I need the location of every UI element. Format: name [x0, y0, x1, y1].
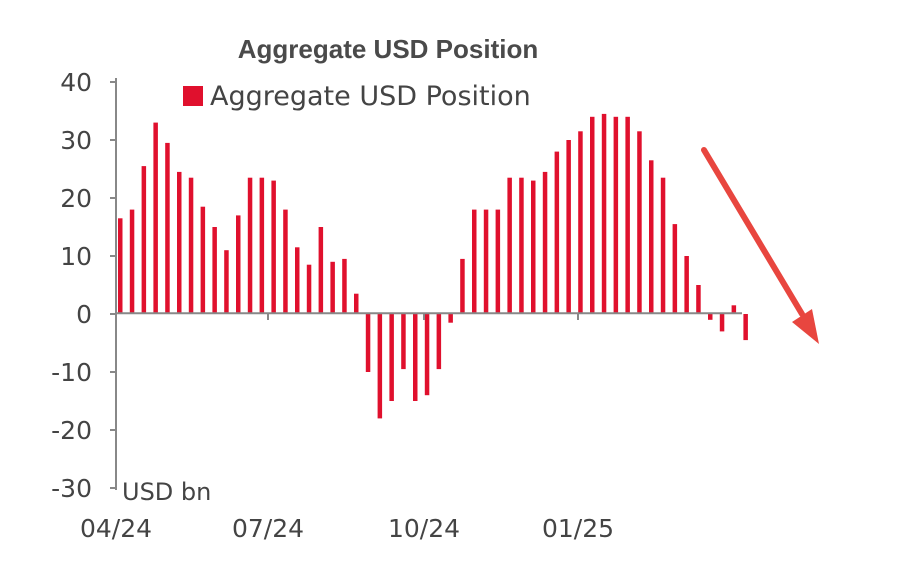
- y-tick-label: -20: [51, 416, 92, 445]
- bar-53: [743, 314, 748, 341]
- bar-26: [424, 314, 430, 396]
- legend-label: Aggregate USD Position: [210, 81, 531, 112]
- bar-44: [637, 131, 642, 314]
- bar-12: [259, 177, 265, 314]
- bar-8: [212, 227, 217, 314]
- bar-14: [283, 209, 288, 314]
- bar-27: [436, 314, 442, 370]
- bar-10: [236, 215, 241, 314]
- bar-33: [507, 177, 512, 314]
- bar-9: [224, 250, 229, 314]
- bar-43: [625, 116, 630, 314]
- bar-7: [200, 206, 206, 314]
- bar-4: [165, 142, 170, 314]
- y-tick-labels: 40 30 20 10 0 -10 -20 -30: [51, 68, 116, 503]
- bar-38: [566, 140, 571, 314]
- x-tick-label: 07/24: [232, 514, 304, 543]
- bar-23: [389, 314, 394, 401]
- bar-48: [684, 256, 689, 314]
- y-tick-label: -10: [51, 358, 92, 387]
- bar-0: [118, 218, 123, 314]
- bar-31: [483, 209, 489, 314]
- bar-16: [306, 264, 312, 314]
- bar-20: [354, 293, 359, 314]
- bar-41: [601, 113, 607, 315]
- bar-21: [365, 314, 371, 372]
- bar-36: [542, 171, 548, 314]
- x-tick-label: 01/25: [542, 514, 614, 543]
- bar-11: [247, 177, 253, 314]
- bar-18: [330, 261, 335, 314]
- bar-35: [531, 180, 536, 314]
- bar-22: [377, 314, 383, 419]
- bar-49: [696, 285, 701, 314]
- y-tick-label: 30: [60, 126, 92, 155]
- bar-46: [660, 177, 666, 314]
- bar-30: [472, 209, 477, 314]
- y-tick-label: 0: [76, 300, 92, 329]
- bar-17: [318, 227, 324, 314]
- bar-34: [519, 177, 524, 314]
- x-tick-labels: 04/24 07/24 10/24 01/25: [80, 314, 614, 543]
- bar-40: [590, 116, 595, 314]
- bar-45: [649, 160, 654, 314]
- bar-3: [153, 122, 158, 314]
- bar-series: [118, 113, 748, 419]
- bar-28: [448, 314, 453, 323]
- bar-25: [413, 314, 418, 401]
- bar-15: [295, 247, 300, 314]
- y-tick-label: 20: [60, 184, 92, 213]
- y-tick-label: -30: [51, 474, 92, 503]
- bar-29: [460, 258, 465, 314]
- legend-swatch: [183, 86, 203, 106]
- bar-50: [708, 314, 713, 320]
- bar-1: [129, 209, 135, 314]
- bar-13: [271, 180, 276, 314]
- chart-title: Aggregate USD Position: [238, 34, 538, 64]
- unit-label: USD bn: [122, 478, 211, 506]
- bar-6: [188, 177, 194, 314]
- x-tick-label: 04/24: [80, 514, 152, 543]
- bar-37: [554, 151, 560, 314]
- bar-32: [495, 209, 501, 314]
- bar-51: [719, 314, 725, 332]
- bar-42: [613, 116, 619, 314]
- bar-5: [177, 171, 182, 314]
- y-tick-label: 40: [60, 68, 92, 97]
- bar-39: [578, 131, 583, 314]
- bar-52: [731, 305, 737, 314]
- x-tick-label: 10/24: [388, 514, 460, 543]
- bar-19: [342, 258, 347, 314]
- bar-2: [141, 166, 147, 314]
- y-tick-label: 10: [60, 242, 92, 271]
- bar-24: [401, 314, 406, 370]
- downward-arrow: [701, 147, 819, 344]
- bar-47: [672, 224, 678, 314]
